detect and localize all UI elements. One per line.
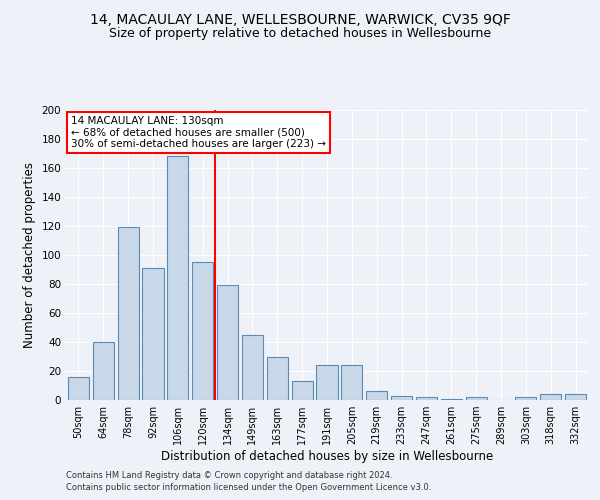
Bar bbox=[167, 156, 188, 400]
Bar bbox=[341, 365, 362, 400]
Bar bbox=[267, 356, 288, 400]
Text: 14 MACAULAY LANE: 130sqm
← 68% of detached houses are smaller (500)
30% of semi-: 14 MACAULAY LANE: 130sqm ← 68% of detach… bbox=[71, 116, 326, 149]
Bar bbox=[540, 394, 561, 400]
Text: Size of property relative to detached houses in Wellesbourne: Size of property relative to detached ho… bbox=[109, 28, 491, 40]
Bar bbox=[217, 286, 238, 400]
Bar bbox=[68, 377, 89, 400]
Bar bbox=[565, 394, 586, 400]
Bar bbox=[142, 268, 164, 400]
Bar bbox=[118, 228, 139, 400]
Bar bbox=[292, 381, 313, 400]
Bar bbox=[366, 392, 387, 400]
Bar bbox=[93, 342, 114, 400]
X-axis label: Distribution of detached houses by size in Wellesbourne: Distribution of detached houses by size … bbox=[161, 450, 493, 463]
Bar bbox=[192, 262, 213, 400]
Text: Contains public sector information licensed under the Open Government Licence v3: Contains public sector information licen… bbox=[66, 484, 431, 492]
Bar bbox=[416, 397, 437, 400]
Bar bbox=[242, 335, 263, 400]
Bar bbox=[441, 398, 462, 400]
Bar bbox=[316, 365, 338, 400]
Bar bbox=[515, 397, 536, 400]
Text: 14, MACAULAY LANE, WELLESBOURNE, WARWICK, CV35 9QF: 14, MACAULAY LANE, WELLESBOURNE, WARWICK… bbox=[89, 12, 511, 26]
Text: Contains HM Land Registry data © Crown copyright and database right 2024.: Contains HM Land Registry data © Crown c… bbox=[66, 471, 392, 480]
Bar bbox=[391, 396, 412, 400]
Y-axis label: Number of detached properties: Number of detached properties bbox=[23, 162, 36, 348]
Bar bbox=[466, 397, 487, 400]
